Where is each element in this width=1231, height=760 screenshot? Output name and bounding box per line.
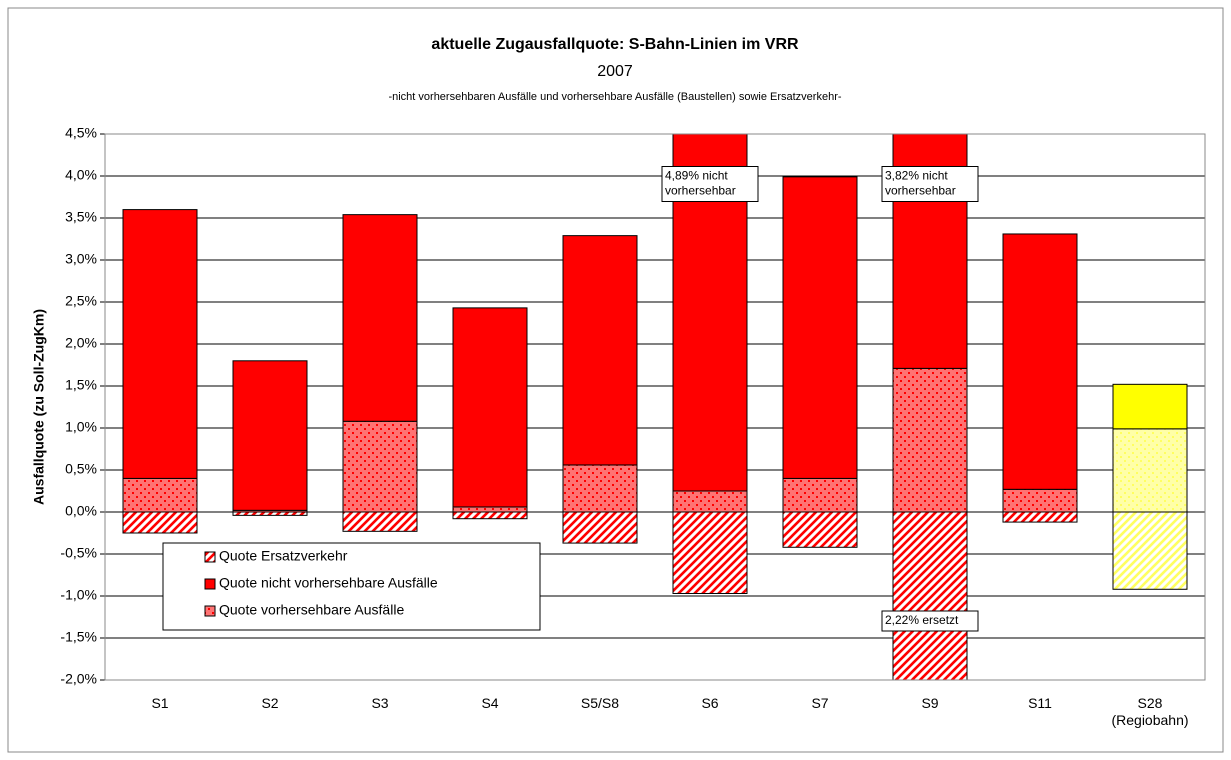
value-label-box xyxy=(661,166,759,202)
bar-segment xyxy=(1112,383,1188,430)
y-tick-label: -0,5% xyxy=(60,545,97,561)
value-label: 3,82% nicht vorhersehbar xyxy=(885,169,956,198)
legend-label: Quote vorhersehbare Ausfälle xyxy=(219,602,404,618)
x-tick-label: S6 xyxy=(701,695,719,711)
bar-segment xyxy=(1002,233,1078,490)
bar-segment xyxy=(672,490,748,513)
bar-segment xyxy=(782,511,858,548)
bar-segment xyxy=(122,477,198,513)
x-tick-label: S11 xyxy=(1028,695,1052,711)
bar-segment xyxy=(892,511,968,680)
legend-label: Quote nicht vorhersehbare Ausfälle xyxy=(219,575,438,591)
x-tick-label: S3 xyxy=(371,695,389,711)
bar-segment xyxy=(672,511,748,594)
value-label-box xyxy=(881,166,979,202)
bar-segment xyxy=(892,367,968,513)
legend: Quote Ersatzverkehr Quote nicht vorherseh… xyxy=(162,542,541,631)
legend-swatch xyxy=(204,578,216,590)
bar-segment xyxy=(1002,511,1078,523)
legend-swatch xyxy=(204,551,216,563)
x-tick-label: S4 xyxy=(481,695,499,711)
chart-note: -nicht vorhersehbaren Ausfälle und vorhe… xyxy=(388,91,841,103)
x-tick-label: S2 xyxy=(261,695,279,711)
y-axis-label: Ausfallquote (zu Soll-ZugKm) xyxy=(31,309,47,505)
bar-segment xyxy=(452,511,528,520)
x-tick-label: S9 xyxy=(921,695,939,711)
bar-segment xyxy=(452,506,528,513)
y-tick-label: -2,0% xyxy=(60,671,97,687)
value-label: 4,89% nicht vorhersehbar xyxy=(665,169,736,198)
bar-segment xyxy=(122,511,198,534)
chart-title: aktuelle Zugausfallquote: S-Bahn-Linien … xyxy=(431,36,799,53)
bar-segment xyxy=(782,176,858,479)
y-tick-label: 2,5% xyxy=(65,293,97,309)
bar-segment xyxy=(1002,488,1078,513)
bar-segment xyxy=(1112,428,1188,513)
y-tick-label: 2,0% xyxy=(65,335,97,351)
bar-segment xyxy=(1112,511,1188,590)
y-tick-label: 4,0% xyxy=(65,167,97,183)
y-tick-label: -1,0% xyxy=(60,587,97,603)
bar-segment xyxy=(782,477,858,513)
y-tick-label: 1,5% xyxy=(65,377,97,393)
y-tick-label: 1,0% xyxy=(65,419,97,435)
bar-segment xyxy=(342,511,418,532)
bar-segment xyxy=(122,209,198,479)
x-tick-label: S5/S8 xyxy=(580,695,620,711)
value-label-box xyxy=(881,610,979,632)
bar-segment xyxy=(562,464,638,513)
x-tick-label: S7 xyxy=(811,695,829,711)
bar-segment xyxy=(452,307,528,508)
y-tick-label: 4,5% xyxy=(65,125,97,141)
bar-segment xyxy=(342,420,418,513)
bar-segment xyxy=(672,134,748,492)
value-label: 2,22% ersetzt xyxy=(885,613,959,627)
y-tick-label: 3,5% xyxy=(65,209,97,225)
plot-border xyxy=(104,133,1206,681)
bar-segment xyxy=(562,511,638,544)
legend-label: Quote Ersatzverkehr xyxy=(219,548,348,564)
bar-segment xyxy=(232,360,308,511)
bar-segment xyxy=(562,235,638,466)
legend-box xyxy=(162,542,541,631)
bar-segment xyxy=(232,511,308,516)
y-tick-label: 0,5% xyxy=(65,461,97,477)
chart-subtitle: 2007 xyxy=(597,63,633,80)
bar-segment xyxy=(342,214,418,422)
y-tick-label: 3,0% xyxy=(65,251,97,267)
x-tick-label: S28 (Regiobahn) xyxy=(1111,695,1189,728)
x-tick-label: S1 xyxy=(151,695,169,711)
y-tick-label: 0,0% xyxy=(65,503,97,519)
legend-swatch xyxy=(204,605,216,617)
y-tick-label: -1,5% xyxy=(60,629,97,645)
